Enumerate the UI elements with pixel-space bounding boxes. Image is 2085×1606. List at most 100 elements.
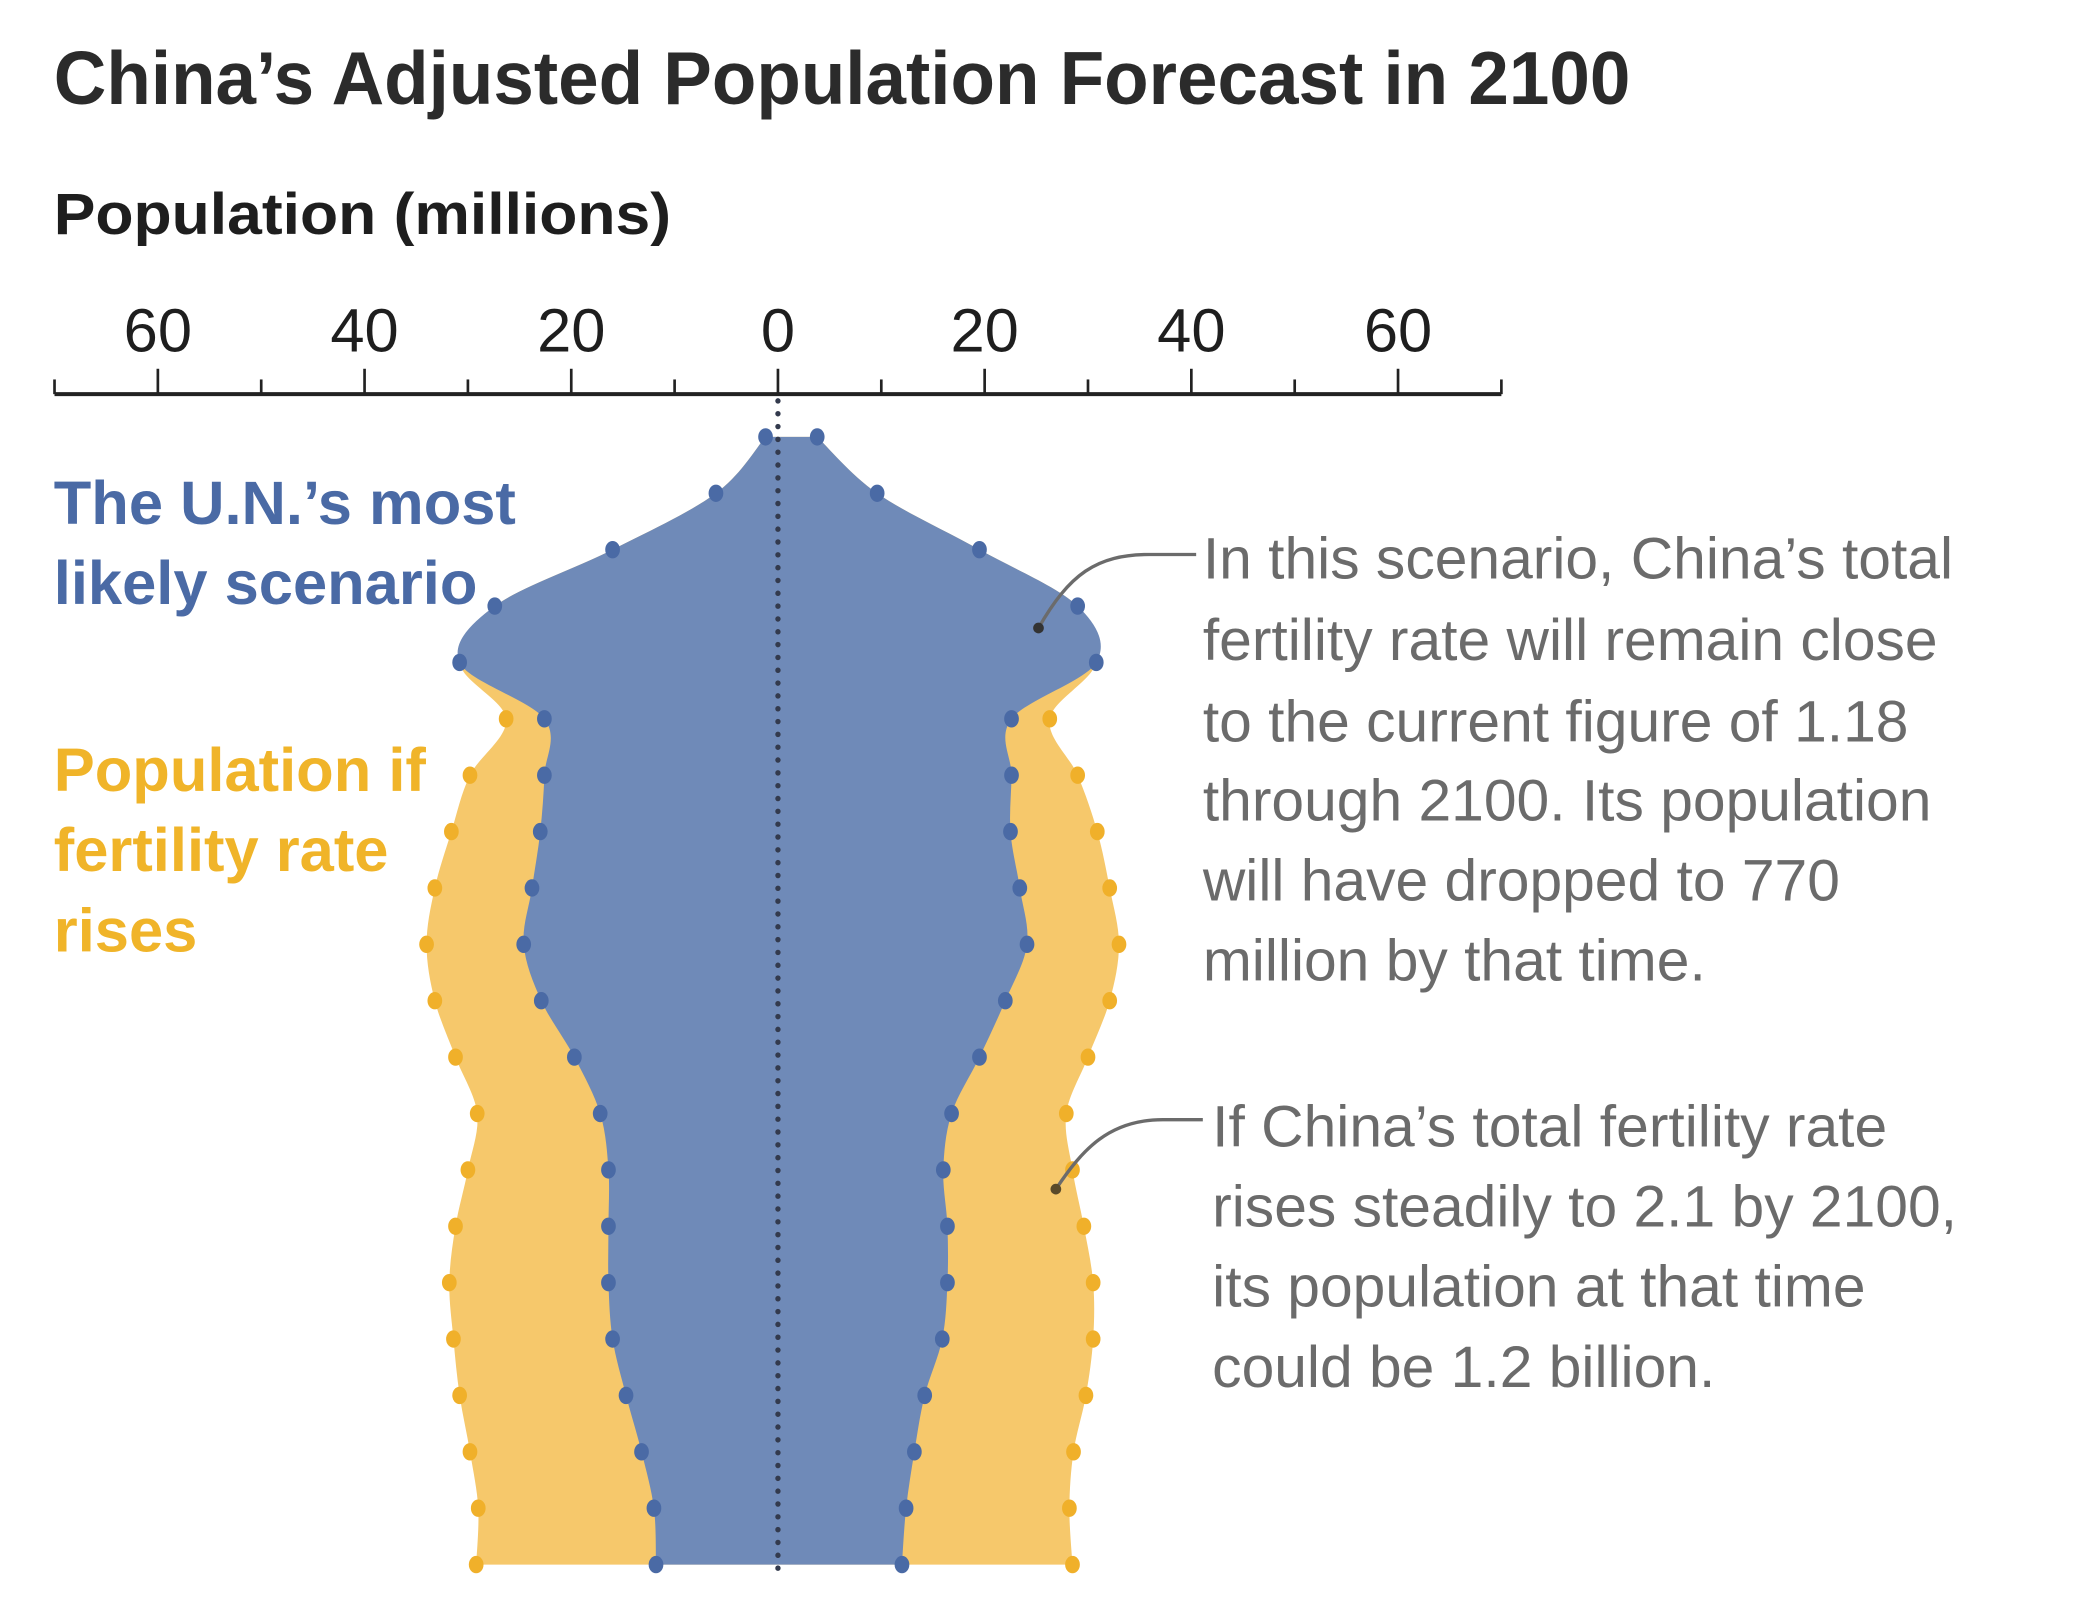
un-dot-right	[1019, 935, 1035, 954]
un-dot-right	[940, 1217, 955, 1235]
legend-label-fertility: Population if fertility rate rises	[54, 736, 427, 965]
un-scenario-area	[457, 436, 1101, 1565]
un-dot-right	[934, 1330, 950, 1348]
annotation-un-line-6: million by that time.	[1203, 929, 1706, 994]
un-dot-right	[940, 1273, 955, 1292]
un-dot-right	[972, 540, 987, 559]
annotation-un-line-5: will have dropped to 770	[1202, 849, 1840, 914]
fertility-dot-right	[1085, 1273, 1101, 1292]
fertility-dot-right	[1062, 1499, 1077, 1517]
fertility-dot-right	[1065, 1555, 1080, 1574]
fertility-dot-left	[441, 1273, 457, 1292]
un-dot-left	[605, 1330, 620, 1348]
fertility-dot-right	[1078, 1386, 1094, 1405]
fertility-label-line-2: fertility rate	[54, 816, 389, 885]
un-dot-left	[537, 766, 552, 784]
un-dot-left	[537, 710, 552, 728]
un-dot-right	[894, 1555, 910, 1574]
annotation-un-line-2: fertility rate will remain close	[1203, 608, 1938, 673]
x-tick-label: 60	[124, 296, 192, 365]
fertility-dot-left	[470, 1499, 486, 1517]
un-dot-left	[648, 1555, 664, 1574]
fertility-dot-left	[427, 992, 443, 1010]
un-dot-left	[646, 1499, 662, 1517]
fertility-dot-left	[498, 710, 514, 728]
un-dot-left	[533, 992, 549, 1010]
fertility-dot-right	[1066, 1443, 1081, 1461]
un-dot-right	[1003, 822, 1018, 841]
un-dot-left	[524, 879, 540, 897]
x-tick-label: 20	[950, 296, 1018, 365]
un-dot-left	[487, 597, 503, 615]
fertility-dot-right	[1042, 710, 1058, 728]
un-dot-right	[1004, 710, 1019, 728]
fertility-dot-right	[1085, 1330, 1101, 1348]
leader-line-fertility	[1054, 1117, 1203, 1191]
un-dot-right	[972, 1048, 987, 1066]
fertility-dot-right	[1070, 766, 1086, 784]
un-dot-left	[601, 1217, 616, 1235]
un-dot-left	[601, 1273, 616, 1292]
annotation-fertility-line-2: rises steadily to 2.1 by 2100,	[1212, 1175, 1957, 1240]
x-axis: 60 40 20 0 20 40 60	[53, 296, 1503, 397]
plot-dots	[419, 428, 1127, 1574]
fertility-dot-right	[1076, 1217, 1092, 1235]
un-dot-left	[708, 484, 724, 502]
fertility-dot-left	[427, 879, 443, 897]
un-dot-left	[532, 822, 548, 841]
un-dot-right	[898, 1499, 914, 1517]
fertility-dot-left	[444, 822, 459, 841]
leader-line-un	[1037, 552, 1197, 629]
fertility-dot-left	[448, 1217, 463, 1235]
fertility-dot-left	[448, 1048, 463, 1066]
un-dot-right	[1088, 653, 1104, 672]
fertility-dot-right	[1111, 935, 1127, 954]
leader-dot-un	[1033, 622, 1044, 634]
fertility-dot-left	[460, 1161, 476, 1179]
un-dot-right	[1070, 597, 1086, 615]
fertility-dot-left	[468, 1555, 484, 1574]
x-tick-label: 40	[330, 296, 398, 365]
x-tick-label: 20	[537, 296, 605, 365]
un-dot-right	[1012, 879, 1028, 897]
fertility-dot-right	[1065, 1161, 1080, 1179]
annotation-fertility: If China’s total fertility rate rises st…	[1050, 1094, 1957, 1400]
fertility-dot-right	[1089, 822, 1105, 841]
un-dot-left	[634, 1443, 649, 1461]
un-dot-right	[809, 428, 825, 446]
un-dot-left	[618, 1386, 634, 1405]
un-dot-right	[869, 484, 885, 502]
un-dot-right	[1004, 766, 1019, 784]
fertility-dot-right	[1102, 879, 1118, 897]
fertility-dot-left	[446, 1330, 461, 1348]
un-dot-right	[997, 992, 1013, 1010]
leader-dot-fertility	[1050, 1183, 1062, 1195]
fertility-dot-right	[1080, 1048, 1096, 1066]
un-dot-left	[758, 428, 773, 446]
fertility-dot-right	[1102, 992, 1118, 1010]
fertility-dot-right	[1058, 1104, 1074, 1123]
un-dot-right	[935, 1161, 951, 1179]
un-dot-left	[452, 653, 467, 672]
un-label-line-2: likely scenario	[54, 549, 478, 618]
fertility-dot-left	[419, 935, 434, 954]
x-tick-label: 60	[1364, 296, 1432, 365]
un-dot-right	[917, 1386, 933, 1405]
annotation-fertility-line-4: could be 1.2 billion.	[1212, 1335, 1715, 1400]
annotation-fertility-line-3: its population at that time	[1212, 1255, 1865, 1320]
fertility-dot-left	[462, 1443, 478, 1461]
annotation-un-line-3: to the current figure of 1.18	[1203, 690, 1909, 755]
x-tick-label: 0	[761, 296, 795, 365]
fertility-dot-left	[462, 766, 478, 784]
fertility-label-line-3: rises	[54, 896, 198, 965]
un-dot-left	[605, 540, 620, 559]
legend-label-un: The U.N.’s most likely scenario	[54, 469, 516, 618]
fertility-label-line-1: Population if	[54, 736, 427, 805]
x-axis-title: Population (millions)	[54, 182, 671, 247]
un-dot-left	[601, 1161, 616, 1179]
un-label-line-1: The U.N.’s most	[54, 469, 516, 538]
annotation-un: In this scenario, China’s total fertilit…	[1033, 527, 1953, 994]
un-dot-left	[592, 1104, 608, 1123]
fertility-dot-left	[452, 1386, 467, 1405]
